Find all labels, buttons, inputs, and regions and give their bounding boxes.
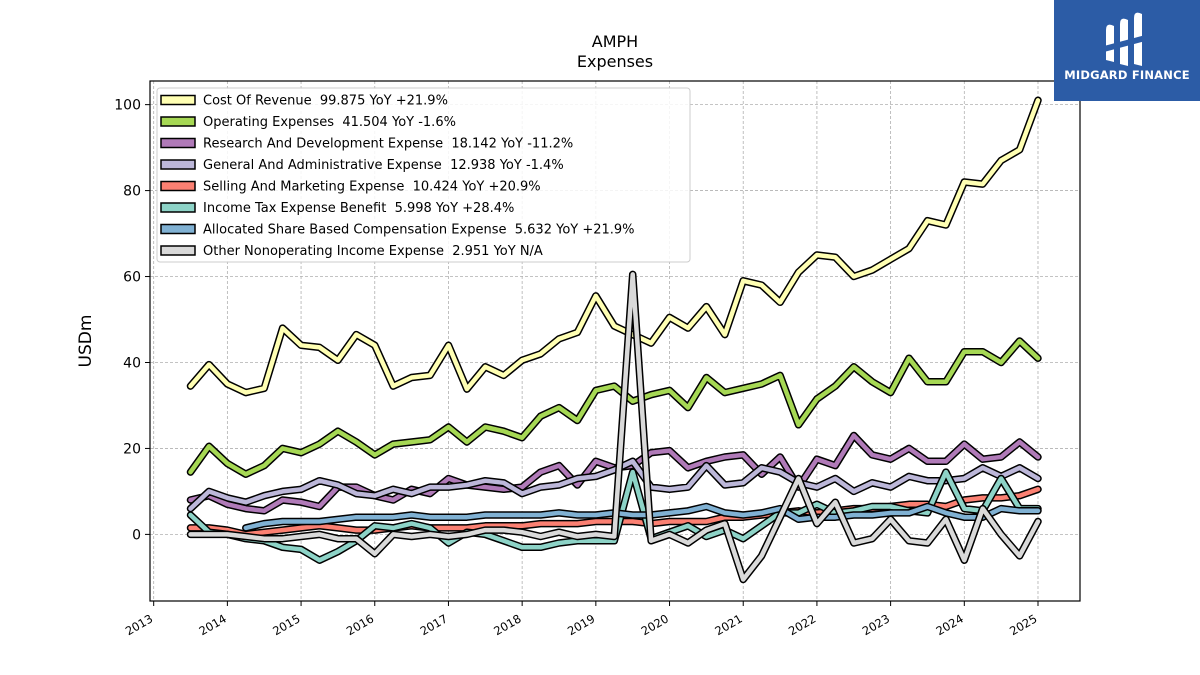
legend-swatch xyxy=(160,94,196,106)
legend-entry: Research And Development Expense 18.142 … xyxy=(160,137,573,152)
legend-box xyxy=(156,87,691,263)
logo-mark-icon xyxy=(1104,12,1149,67)
legend-name: Selling And Marketing Expense xyxy=(203,180,404,195)
legend-yoy: N/A xyxy=(520,244,543,259)
x-axis: 2013 2014 2015 2016 2017 2018 2019 2020 2021 2022… xyxy=(123,601,1039,638)
legend-yoy: +21.9% xyxy=(396,94,448,109)
legend-label: Income Tax Expense Benefit 5.998 YoY +28… xyxy=(203,201,514,216)
legend-label: Other Nonoperating Income Expense 2.951 … xyxy=(203,244,543,259)
legend-yoy: -1.4% xyxy=(526,158,564,173)
brand-logo: MIDGARD FINANCE xyxy=(1054,0,1200,101)
series-path xyxy=(188,98,1041,395)
plot-frame xyxy=(149,80,1081,602)
legend-entry: Operating Expenses 41.504 YoY -1.6% xyxy=(160,115,456,130)
legend-label: Allocated Share Based Compensation Expen… xyxy=(203,223,635,238)
series-line-5 xyxy=(186,468,1042,564)
legend-swatch xyxy=(160,137,196,149)
series-path xyxy=(188,272,1041,582)
legend-entry: Income Tax Expense Benefit 5.998 YoY +28… xyxy=(160,201,514,216)
legend-entry: General And Administrative Expense 12.93… xyxy=(160,158,564,173)
series-line-7 xyxy=(186,270,1042,584)
x-tick-label: 2021 xyxy=(712,611,744,638)
x-tick-label: 2013 xyxy=(123,611,155,638)
series-path xyxy=(188,338,1041,477)
legend-value: 41.504 xyxy=(342,115,388,130)
y-tick-label: 100 xyxy=(114,98,141,114)
series-layer xyxy=(186,96,1042,584)
y-tick-label: 0 xyxy=(132,527,141,543)
legend-swatch xyxy=(160,202,196,213)
x-tick-label: 2019 xyxy=(565,611,597,638)
legend-yoy: -11.2% xyxy=(527,137,573,152)
legend-label: Research And Development Expense 18.142 … xyxy=(203,137,573,152)
legend-name: Research And Development Expense xyxy=(203,137,443,152)
legend-name: Operating Expenses xyxy=(203,115,334,130)
x-tick-label: 2014 xyxy=(197,611,229,638)
legend-label: Selling And Marketing Expense 10.424 YoY… xyxy=(203,180,541,195)
x-tick-label: 2020 xyxy=(639,611,671,638)
legend-name: Allocated Share Based Compensation Expen… xyxy=(203,223,506,238)
y-tick-label: 80 xyxy=(123,184,141,200)
legend-name: Cost Of Revenue xyxy=(203,94,312,109)
legend-swatch xyxy=(160,159,196,170)
legend-value: 99.875 xyxy=(320,94,366,109)
x-tick-label: 2017 xyxy=(418,611,450,638)
brand-name: MIDGARD FINANCE xyxy=(1064,68,1190,82)
legend-name: Income Tax Expense Benefit xyxy=(203,201,386,216)
legend-swatch xyxy=(160,245,196,256)
x-tick-label: 2023 xyxy=(860,611,892,638)
legend-swatch xyxy=(160,180,196,192)
series-path xyxy=(243,504,1041,531)
legend-yoy: +28.4% xyxy=(462,201,514,216)
y-axis-label: USDm xyxy=(76,315,96,368)
legend-entry: Selling And Marketing Expense 10.424 YoY… xyxy=(160,180,541,195)
legend-value: 2.951 xyxy=(452,244,489,259)
legend-entry: Allocated Share Based Compensation Expen… xyxy=(160,223,635,238)
series-path xyxy=(188,459,1041,511)
series-line-3 xyxy=(186,457,1042,513)
x-tick-label: 2024 xyxy=(933,611,965,638)
x-tick-label: 2015 xyxy=(270,611,302,638)
legend: Cost Of Revenue 99.875 YoY +21.9% Operati… xyxy=(156,87,691,263)
legend-entry: Other Nonoperating Income Expense 2.951 … xyxy=(160,244,543,259)
y-axis: 0 20 40 60 80 100 xyxy=(114,98,150,543)
series-line-6 xyxy=(242,502,1042,532)
legend-yoy: +20.9% xyxy=(488,180,540,195)
legend-yoy: +21.9% xyxy=(582,223,634,238)
legend-yoy: -1.6% xyxy=(418,115,456,130)
legend-swatch xyxy=(160,223,196,235)
legend-value: 18.142 xyxy=(451,137,497,152)
series-line-0 xyxy=(186,96,1042,397)
chart-subtitle: Expenses xyxy=(577,52,653,71)
series-path xyxy=(188,469,1041,563)
y-tick-label: 60 xyxy=(123,270,141,286)
x-tick-label: 2016 xyxy=(344,611,376,638)
legend-swatch xyxy=(160,116,196,127)
legend-value: 5.998 xyxy=(395,201,432,216)
legend-label: Cost Of Revenue 99.875 YoY +21.9% xyxy=(203,94,448,109)
x-tick-label: 2018 xyxy=(491,611,523,638)
x-tick-label: 2025 xyxy=(1007,611,1039,638)
legend-entry: Cost Of Revenue 99.875 YoY +21.9% xyxy=(160,94,448,109)
legend-name: General And Administrative Expense xyxy=(203,158,442,173)
y-tick-label: 40 xyxy=(123,355,141,371)
legend-value: 12.938 xyxy=(450,158,496,173)
x-tick-label: 2022 xyxy=(786,611,818,638)
y-tick-label: 20 xyxy=(123,441,141,457)
chart-title: AMPH xyxy=(592,32,638,51)
legend-label: General And Administrative Expense 12.93… xyxy=(203,158,564,173)
legend-label: Operating Expenses 41.504 YoY -1.6% xyxy=(203,115,456,130)
legend-value: 5.632 xyxy=(515,223,552,238)
legend-value: 10.424 xyxy=(413,180,459,195)
legend-name: Other Nonoperating Income Expense xyxy=(203,244,444,259)
series-line-1 xyxy=(186,337,1042,478)
